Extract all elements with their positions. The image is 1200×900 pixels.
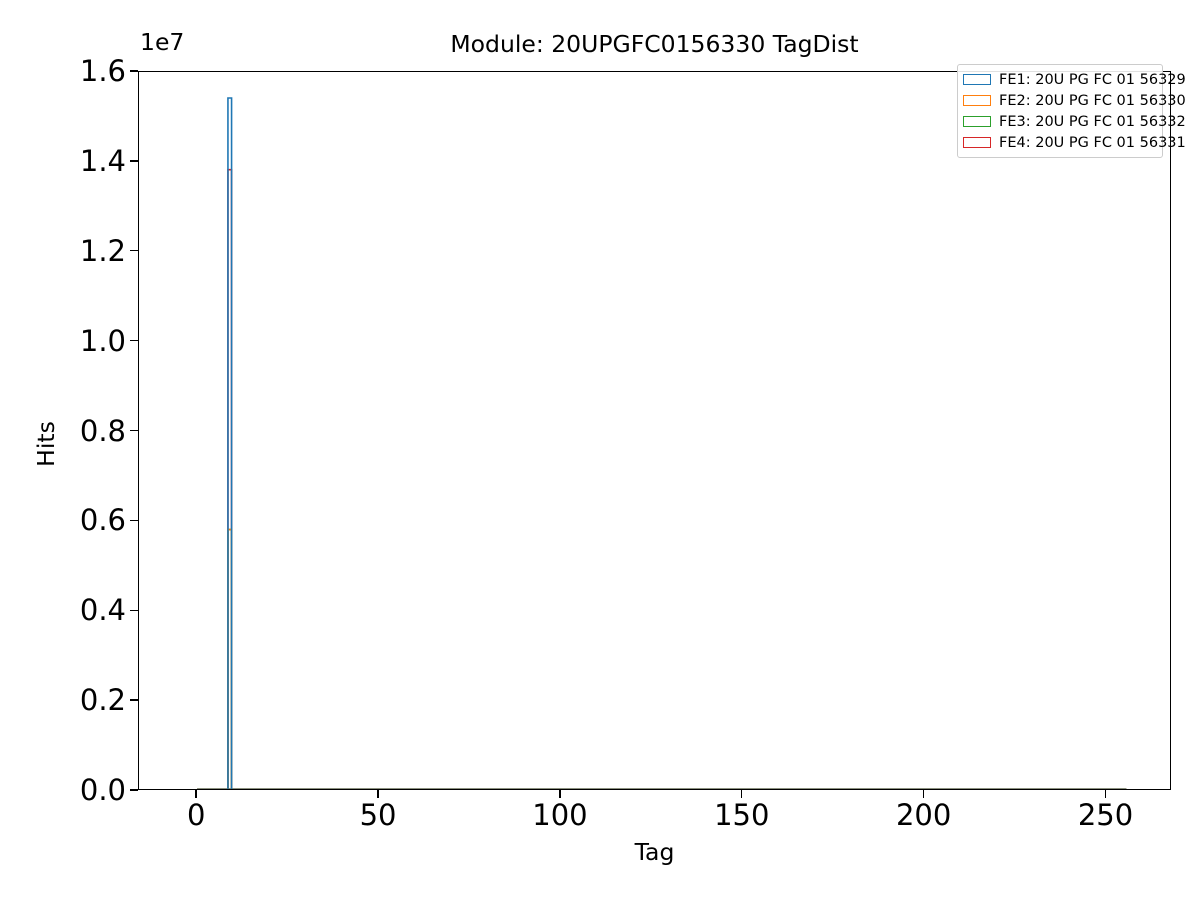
histogram-series-group	[139, 72, 1170, 789]
plot-area	[139, 72, 1170, 789]
x-tick-mark	[741, 790, 743, 798]
y-tick-label: 0.8	[79, 413, 126, 448]
legend-color-swatch-icon	[963, 74, 991, 85]
histogram-step-line	[228, 98, 232, 789]
legend-item-label: FE2: 20U PG FC 01 56330	[999, 92, 1186, 109]
legend-color-swatch-icon	[963, 116, 991, 127]
y-tick-label: 0.4	[79, 593, 126, 628]
x-tick-label: 150	[714, 798, 770, 832]
y-tick-label: 1.4	[79, 143, 126, 178]
legend-item[interactable]: FE2: 20U PG FC 01 56330	[963, 90, 1186, 111]
x-tick-mark	[922, 790, 925, 798]
y-tick-label: 1.0	[79, 323, 126, 358]
x-tick-mark	[1104, 790, 1107, 798]
y-axis-tick-labels: 0.0 0.2 0.4 0.6 0.8 1.0 1.2 1.4 1.6	[0, 0, 126, 900]
y-tick-mark	[130, 250, 138, 252]
x-tick-label: 250	[1077, 798, 1134, 832]
y-tick-mark	[130, 609, 138, 611]
y-tick-mark	[130, 789, 138, 791]
y-axis-offset-text: 1e7	[140, 28, 185, 56]
legend-item[interactable]: FE3: 20U PG FC 01 56332	[963, 111, 1186, 132]
y-axis-label: Hits	[32, 421, 60, 467]
x-tick-label: 0	[186, 798, 206, 832]
y-tick-mark	[130, 519, 138, 522]
y-tick-mark	[130, 339, 138, 342]
legend-item-label: FE4: 20U PG FC 01 56331	[999, 134, 1186, 151]
y-tick-mark	[130, 160, 138, 162]
legend-color-swatch-icon	[963, 95, 991, 106]
legend-item[interactable]: FE1: 20U PG FC 01 56329	[963, 69, 1186, 90]
page-title: Module: 20UPGFC0156330 TagDist	[450, 30, 859, 58]
x-tick-label: 100	[532, 798, 588, 832]
y-tick-mark	[130, 699, 138, 701]
x-tick-mark	[195, 790, 197, 798]
x-tick-mark	[559, 790, 561, 798]
legend-item-label: FE3: 20U PG FC 01 56332	[999, 113, 1186, 130]
y-tick-label: 0.2	[79, 683, 126, 718]
x-tick-mark	[377, 790, 379, 798]
y-tick-label: 0.6	[79, 503, 126, 538]
legend-item[interactable]: FE4: 20U PG FC 01 56331	[963, 132, 1186, 153]
y-tick-mark	[130, 429, 138, 432]
x-tick-label: 50	[359, 798, 397, 832]
x-axis-label: Tag	[634, 838, 675, 866]
plot-axes	[138, 71, 1171, 790]
y-tick-label: 0.0	[79, 773, 126, 807]
x-tick-label: 200	[895, 798, 952, 832]
y-tick-label: 1.2	[79, 233, 126, 268]
legend-item-label: FE1: 20U PG FC 01 56329	[999, 71, 1186, 88]
y-tick-label: 1.6	[79, 54, 126, 88]
legend-color-swatch-icon	[963, 137, 991, 148]
legend-box[interactable]: FE1: 20U PG FC 01 56329 FE2: 20U PG FC 01…	[957, 64, 1186, 158]
y-tick-mark	[130, 70, 138, 72]
